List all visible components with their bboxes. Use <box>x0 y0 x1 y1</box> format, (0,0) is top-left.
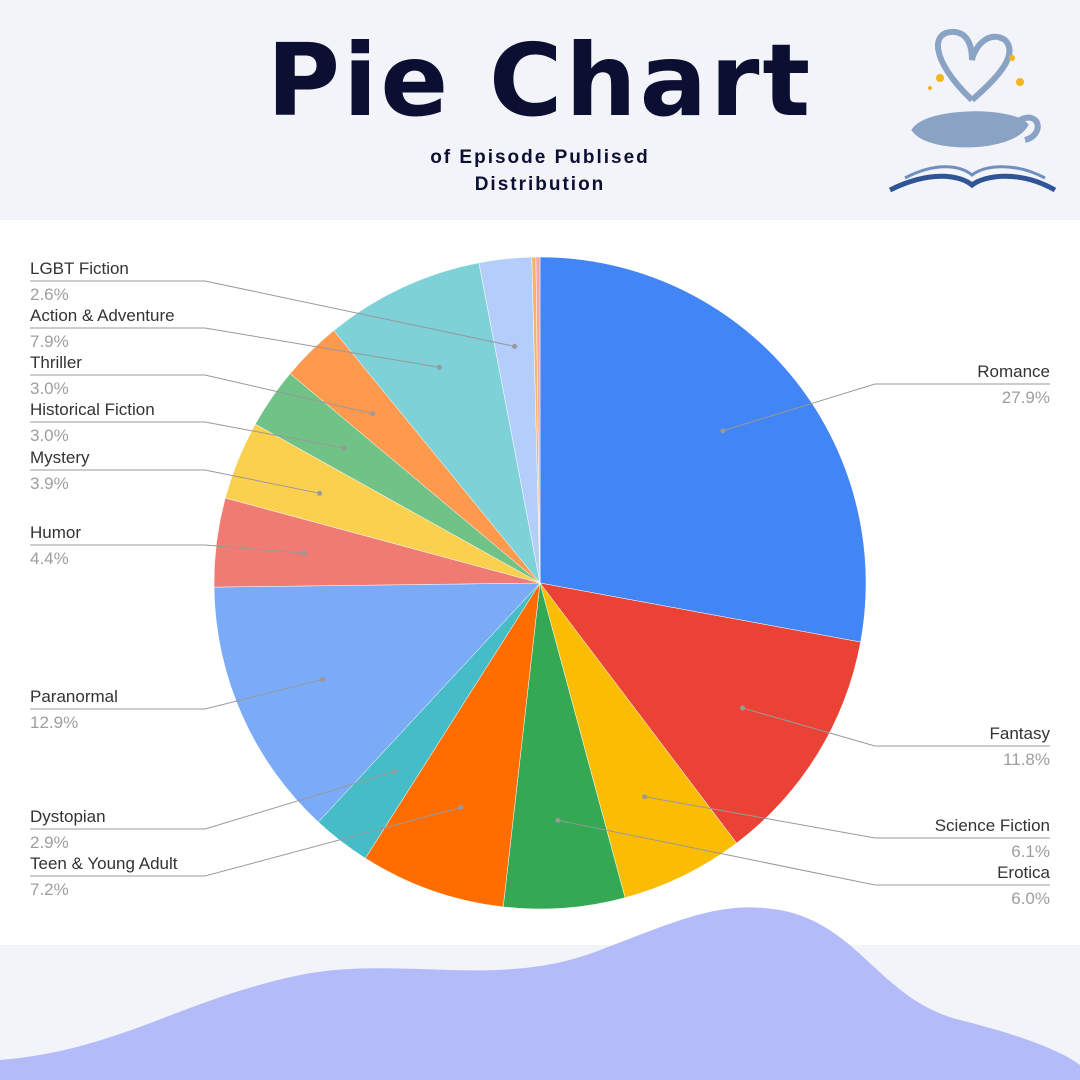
slice-label: Dystopian <box>30 807 106 826</box>
slice-value-label: 4.4% <box>30 549 69 568</box>
leader-line <box>742 707 1050 747</box>
slice-value-label: 7.9% <box>30 332 69 351</box>
slice-label: Mystery <box>30 448 90 467</box>
leader-dot <box>301 550 307 556</box>
leader-dot <box>319 677 325 683</box>
pie-slice <box>539 582 861 844</box>
pie-slice <box>213 582 541 823</box>
slice-label: Paranormal <box>30 687 118 706</box>
slice-value-label: 6.0% <box>1011 889 1050 908</box>
slice-label: Humor <box>30 523 81 542</box>
pie-slice <box>333 262 541 584</box>
leader-dot <box>740 705 746 711</box>
leader-dot <box>392 768 398 774</box>
slice-value-label: 12.9% <box>30 713 78 732</box>
slice-label: Erotica <box>997 863 1050 882</box>
leader-dot <box>512 343 518 349</box>
leader-dot <box>458 804 464 810</box>
slice-value-label: 27.9% <box>1002 388 1050 407</box>
leader-line <box>30 374 373 415</box>
leader-line <box>722 383 1050 432</box>
leader-line <box>30 327 440 368</box>
sparkles <box>928 55 1024 90</box>
leader-dot <box>341 445 347 451</box>
leader-dot <box>720 428 726 434</box>
slice-label: Fantasy <box>990 724 1051 743</box>
leader-line <box>30 469 320 494</box>
pie-slice <box>539 256 867 643</box>
slice-value-label: 3.9% <box>30 474 69 493</box>
leader-dot <box>370 411 376 417</box>
slice-value-label: 11.8% <box>1003 750 1050 769</box>
slice-value-label: 3.0% <box>30 379 69 398</box>
slice-value-label: 3.0% <box>30 426 69 445</box>
leader-line <box>30 679 323 710</box>
leader-line <box>30 280 515 347</box>
slice-label: Teen & Young Adult <box>30 854 178 873</box>
leader-dot <box>436 364 442 370</box>
slice-label: Romance <box>977 362 1050 381</box>
leader-line <box>557 819 1050 886</box>
leader-line <box>644 796 1050 839</box>
logo <box>888 28 1057 193</box>
leader-dot <box>317 490 323 496</box>
slice-label: Action & Adventure <box>30 306 175 325</box>
chart-subtitle: of Episode Publised Distribution <box>430 147 650 195</box>
leader-line <box>30 806 461 877</box>
chart-title: Pie Chart <box>266 22 814 139</box>
pie-slice <box>364 582 541 908</box>
slice-value-label: 6.1% <box>1011 842 1050 861</box>
leader-dot <box>642 794 648 800</box>
slice-label: Thriller <box>30 353 82 372</box>
slice-value-label: 7.2% <box>30 880 69 899</box>
leader-line <box>30 771 395 830</box>
slice-label: LGBT Fiction <box>30 259 129 278</box>
pie-slice <box>539 582 737 899</box>
pie-slice <box>535 256 541 584</box>
slice-value-label: 2.6% <box>30 285 69 304</box>
slice-value-label: 2.9% <box>30 833 69 852</box>
wave <box>0 907 1080 1080</box>
leader-line <box>30 544 304 554</box>
slice-label: Science Fiction <box>935 816 1050 835</box>
leader-line <box>30 421 345 449</box>
leader-dot <box>555 817 561 823</box>
slice-label: Historical Fiction <box>30 400 155 419</box>
